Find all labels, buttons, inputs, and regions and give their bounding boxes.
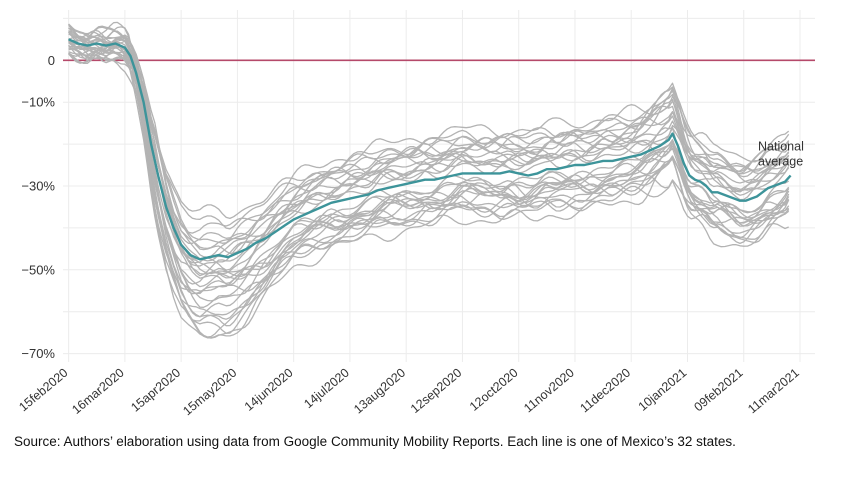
state-series-line [68,40,790,258]
state-series-line [68,30,790,277]
grid-lines [63,10,815,362]
x-tick-label: 15may2020 [180,366,239,419]
x-tick-label: 11mar2021 [745,366,802,417]
state-series-line [68,49,790,271]
x-tick-label: 12sep2020 [408,366,464,417]
x-tick-label: 11dec2020 [577,366,633,416]
x-tick-label: 14jun2020 [242,366,296,414]
source-note: Source: Authors’ elaboration using data … [14,434,736,449]
y-tick-label: −10% [21,95,55,110]
state-series-line [68,36,790,316]
x-tick-label: 11nov2020 [521,366,577,416]
state-series-line [68,47,790,308]
state-series-line [68,21,790,278]
x-tick-label: 14jul2020 [301,366,352,412]
state-series-group [68,21,790,339]
y-tick-label: −30% [21,179,55,194]
x-tick-label: 15apr2020 [128,366,183,415]
y-tick-label: −50% [21,262,55,277]
y-axis-tick-labels: 0 −10% −30% −50% −70% [21,53,55,361]
state-series-line [68,30,789,275]
national-average-line [68,38,792,261]
x-tick-label: 09feb2021 [691,366,745,415]
national-average-label: National [758,139,804,153]
y-tick-label: 0 [48,53,55,68]
state-series-line [68,31,790,244]
national-average-label: average [758,154,803,168]
state-series-line [68,35,790,220]
national-series-group [68,38,792,261]
state-series-line [68,27,790,295]
state-series-line [68,29,790,244]
x-tick-label: 12oct2020 [467,366,521,414]
state-series-line [68,35,790,338]
x-tick-label: 15feb2020 [16,366,70,415]
x-tick-label: 13aug2020 [351,366,408,417]
y-tick-label: −70% [21,346,55,361]
x-tick-label: 10jan2021 [636,366,690,414]
state-series-line [68,41,790,254]
x-tick-label: 16mar2020 [69,366,126,417]
